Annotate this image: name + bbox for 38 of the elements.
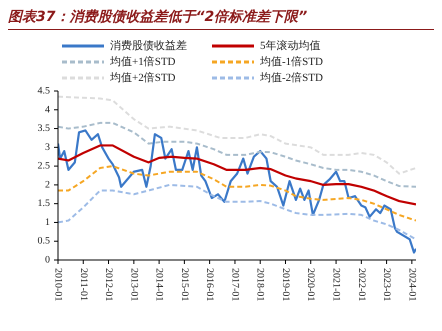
- x-tick-label: 2021-01: [330, 268, 342, 302]
- x-tick-label: 2013-01: [128, 268, 140, 302]
- x-tick-label: 2012-01: [103, 268, 114, 302]
- x-tick-label: 2019-01: [280, 268, 291, 302]
- y-tick-label: 1.5: [38, 198, 50, 210]
- legend-label: 均值+2倍STD: [110, 71, 176, 85]
- line-series: [58, 122, 416, 188]
- y-tick-label: 3.5: [38, 123, 50, 134]
- legend-label: 均值-1倍STD: [260, 55, 323, 69]
- x-tick-label: 2016-01: [204, 268, 216, 302]
- line-series: [58, 184, 416, 240]
- x-tick-label: 2010-01: [52, 268, 64, 302]
- x-tick-label: 2014-01: [154, 268, 165, 302]
- y-tick-label: 2: [45, 179, 50, 190]
- line-series: [58, 129, 416, 254]
- legend-label: 均值+1倍STD: [110, 55, 176, 69]
- y-tick-label: 0: [45, 254, 50, 266]
- x-tick-label: 2011-01: [78, 268, 89, 301]
- legend-label: 均值-2倍STD: [260, 71, 323, 85]
- x-tick-label: 2017-01: [229, 268, 240, 302]
- y-tick-label: 0.5: [38, 236, 50, 247]
- chart-title: 图表37：消费股债收益差低于“2倍标准差下限”: [8, 8, 434, 30]
- y-tick-label: 2.5: [38, 160, 50, 172]
- line-series: [58, 144, 416, 206]
- legend-label: 消费股债收益差: [110, 39, 187, 53]
- y-tick-label: 3: [45, 142, 50, 153]
- x-tick-label: 2015-01: [178, 268, 190, 302]
- y-tick-label: 4: [45, 104, 50, 116]
- line-series: [58, 96, 416, 175]
- y-tick-label: 4.5: [38, 86, 50, 96]
- y-tick-label: 1: [45, 216, 50, 228]
- x-tick-label: 2022-01: [356, 268, 367, 302]
- legend-label: 5年滚动均值: [260, 38, 320, 53]
- x-tick-label: 2023-01: [381, 268, 392, 302]
- line-series: [58, 165, 416, 222]
- x-tick-label: 2024-01: [406, 268, 418, 302]
- x-tick-label: 2018-01: [254, 268, 266, 302]
- x-tick-label: 2020-01: [305, 268, 316, 302]
